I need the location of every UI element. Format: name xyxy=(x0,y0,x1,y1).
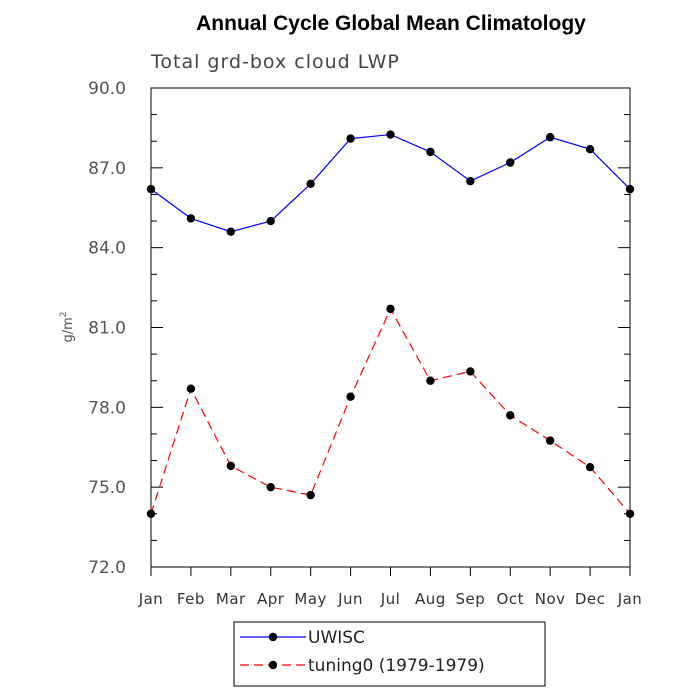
x-tick-label: Aug xyxy=(415,590,446,608)
x-tick-label: Nov xyxy=(535,590,566,608)
data-point xyxy=(146,509,156,518)
data-point xyxy=(545,436,555,445)
data-point xyxy=(226,227,236,236)
data-point xyxy=(226,461,236,471)
data-point xyxy=(346,392,355,401)
y-tick-label: 81.0 xyxy=(88,319,126,339)
data-point xyxy=(545,133,555,142)
x-tick-label: Mar xyxy=(216,590,246,608)
y-tick-label: 75.0 xyxy=(88,478,126,498)
series-line xyxy=(150,307,631,515)
data-point xyxy=(186,214,196,223)
data-point xyxy=(186,384,196,393)
x-tick-label: Apr xyxy=(257,590,285,608)
data-point xyxy=(585,463,595,472)
chart-subtitle: Total grd-box cloud LWP xyxy=(150,51,400,73)
chart-title: Annual Cycle Global Mean Climatology xyxy=(196,12,586,35)
x-tick-label: Oct xyxy=(497,590,524,608)
series-1 xyxy=(146,130,635,236)
y-tick-label: 72.0 xyxy=(88,558,126,578)
data-point xyxy=(585,145,595,154)
plot-area: 72.0 75.0 78.0 81.0 84.0 87.0 90.0 Jan Feb Mar Apr… xyxy=(88,79,642,608)
data-point xyxy=(625,184,635,194)
y-tick-label: 90.0 xyxy=(88,79,126,99)
data-point xyxy=(266,482,275,492)
data-point xyxy=(426,147,435,157)
y-axis-label-superscript: 2 xyxy=(59,311,69,317)
data-point xyxy=(506,158,515,167)
data-point xyxy=(386,130,395,139)
data-point xyxy=(466,367,475,376)
legend-marker xyxy=(268,660,278,670)
y-tick-label: 87.0 xyxy=(88,159,126,179)
svg-text:g/m2: g/m2 xyxy=(59,311,76,342)
data-point xyxy=(346,134,355,143)
legend: UWISC tuning0 (1979-1979) xyxy=(233,621,546,687)
x-tick-label: May xyxy=(294,590,327,608)
y-axis-label: g/m2 xyxy=(59,311,76,342)
x-tick-label: Sep xyxy=(455,590,485,608)
data-point xyxy=(625,509,635,518)
legend-marker xyxy=(268,632,278,642)
y-tick-label: 84.0 xyxy=(88,239,126,259)
data-point xyxy=(426,376,435,385)
x-tick-label: Jan xyxy=(617,590,643,608)
x-tick-label: Feb xyxy=(177,590,205,608)
x-tick-label: Dec xyxy=(575,590,606,608)
data-point xyxy=(266,216,275,226)
data-point xyxy=(306,490,315,500)
legend-label: tuning0 (1979-1979) xyxy=(308,656,485,676)
data-point xyxy=(506,411,515,420)
data-point xyxy=(146,184,156,194)
x-tick-label: Jul xyxy=(380,590,401,608)
legend-label: UWISC xyxy=(308,628,365,648)
plot-frame xyxy=(150,87,631,568)
x-tick-label: Jun xyxy=(337,590,363,608)
data-point xyxy=(466,176,475,186)
data-point xyxy=(306,179,315,188)
y-tick-label: 78.0 xyxy=(88,398,126,418)
series-2 xyxy=(146,304,635,518)
data-point xyxy=(386,304,395,314)
y-axis-label-text: g/m xyxy=(61,317,76,342)
series-line xyxy=(150,133,631,233)
legend-box xyxy=(233,621,546,687)
x-tick-label: Jan xyxy=(138,590,164,608)
